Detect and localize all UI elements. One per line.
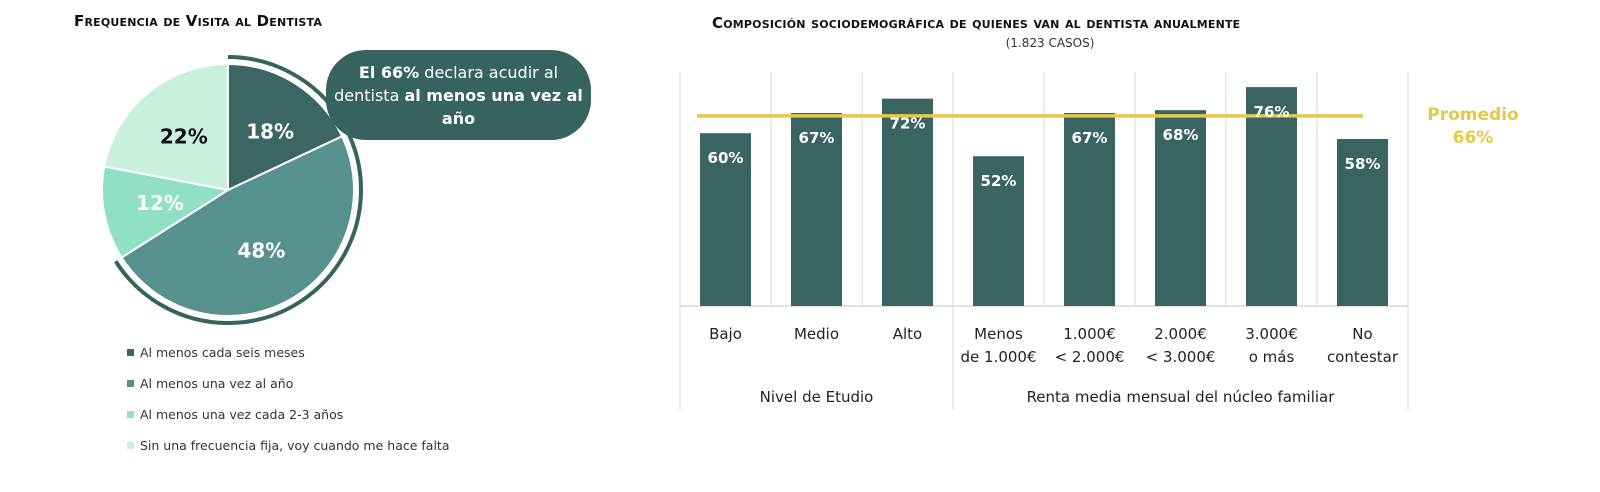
pie-slice-2 (101, 165, 231, 259)
category-line2: o más (1248, 348, 1295, 366)
category-line1: 1.000€ (1063, 325, 1116, 343)
pie-title: Frequencia de Visita al Dentista (74, 12, 323, 30)
average-label-text: Promedio (1427, 105, 1519, 125)
category-line1: Alto (892, 325, 923, 343)
callout: El 66% declara acudir al dentista al men… (326, 50, 591, 140)
bar (882, 98, 933, 306)
bar-label: 67% (799, 129, 835, 147)
bar (1337, 138, 1388, 306)
category-line2: de 1.000€ (960, 348, 1037, 366)
bar-label: 52% (981, 172, 1017, 190)
legend-label: Al menos una vez al año (140, 376, 294, 391)
bar-title: Composición sociodemográfica de quienes … (712, 14, 1241, 32)
average-label-value: 66% (1452, 128, 1494, 148)
category-label: Bajo (680, 323, 771, 346)
category-label: 3.000€ o más (1226, 323, 1317, 369)
category-line1: No (1352, 325, 1373, 343)
pie-slice-label: 48% (237, 239, 285, 263)
category-label: Medio (771, 323, 862, 346)
bar-label: 67% (1072, 129, 1108, 147)
bar (1246, 87, 1297, 307)
bar (791, 113, 842, 306)
pie-slice-label: 22% (160, 125, 208, 149)
bar-subtitle: (1.823 CASOS) (1005, 36, 1095, 50)
bar (700, 133, 751, 306)
legend-item: Al menos una vez al año (127, 376, 293, 391)
category-label: 1.000€ < 2.000€ (1044, 323, 1135, 369)
category-line2: < 3.000€ (1145, 348, 1216, 366)
group-label: Renta media mensual del núcleo familiar (1026, 388, 1335, 406)
category-line2: < 2.000€ (1054, 348, 1125, 366)
category-label: 2.000€ < 3.000€ (1135, 323, 1226, 369)
callout-bold1: El 66% (358, 63, 420, 82)
highlight-arc (114, 55, 363, 325)
legend-item: Sin una frecuencia fija, voy cuando me h… (127, 438, 449, 453)
legend-item: Al menos una vez cada 2-3 años (127, 407, 343, 422)
bar-label: 72% (890, 115, 926, 133)
category-label: No contestar (1317, 323, 1408, 369)
category-line1: 3.000€ (1245, 325, 1298, 343)
average-label: Promedio 66% (1418, 104, 1528, 150)
category-label: Alto (862, 323, 953, 346)
category-line1: Medio (793, 325, 840, 343)
legend-swatch (127, 411, 134, 418)
bar-label: 60% (708, 149, 744, 167)
legend-swatch (127, 349, 134, 356)
legend-swatch (127, 442, 134, 449)
pie-slice-label: 18% (246, 119, 294, 143)
bar-label: 58% (1345, 155, 1381, 173)
category-line2: contestar (1326, 348, 1399, 366)
bar (973, 156, 1024, 306)
pie-slice-label: 12% (136, 191, 184, 215)
category-line1: 2.000€ (1154, 325, 1207, 343)
bar-label: 68% (1163, 126, 1199, 144)
pie-slice-3 (103, 62, 229, 192)
callout-text: declara acudir al dentista (334, 63, 559, 105)
bar (1064, 113, 1115, 306)
pie-slice-1 (120, 135, 355, 317)
category-label: Menos de 1.000€ (953, 323, 1044, 369)
legend-label: Al menos una vez cada 2-3 años (140, 407, 344, 422)
legend-swatch (127, 380, 134, 387)
category-line1: Menos (974, 325, 1023, 343)
bar-label: 76% (1254, 103, 1290, 121)
bar (1155, 110, 1206, 306)
group-label: Nivel de Etudio (759, 388, 874, 406)
callout-bold2: al menos una vez al año (404, 86, 583, 128)
legend-item: Al menos cada seis meses (127, 345, 305, 360)
category-line1: Bajo (709, 325, 742, 343)
legend-label: Al menos cada seis meses (140, 345, 305, 360)
legend-label: Sin una frecuencia fija, voy cuando me h… (140, 438, 450, 453)
